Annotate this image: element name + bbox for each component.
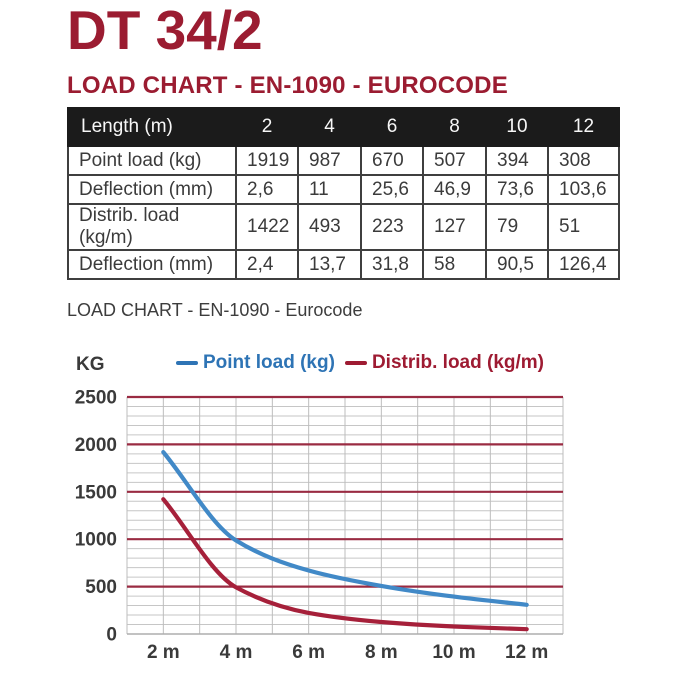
y-tick-label: 1500 — [75, 482, 117, 503]
legend-item-point-load: Point load (kg) — [176, 352, 335, 374]
load-table: Length (m) 2 4 6 8 10 12 Point load (kg) 1919 98… — [67, 107, 620, 280]
table-cell: 73,6 — [485, 174, 549, 205]
table-header-cell: 6 — [360, 107, 424, 147]
table-row: Distrib. load (kg/m) 1422 493 223 127 79 51 — [67, 203, 620, 251]
table-cell: 58 — [422, 249, 487, 280]
table-header-length: Length (m) — [67, 107, 237, 147]
table-cell: 103,6 — [547, 174, 620, 205]
table-header-cell: 12 — [547, 107, 620, 147]
table-cell: 2,4 — [235, 249, 299, 280]
table-cell: 51 — [547, 203, 620, 251]
chart-legend: Point load (kg) Distrib. load (kg/m) — [176, 352, 544, 374]
legend-label-point-load: Point load (kg) — [203, 352, 335, 373]
table-header-cell: 8 — [422, 107, 487, 147]
point-load-line-swatch — [176, 361, 198, 365]
x-tick-label: 2 m — [147, 642, 180, 663]
table-row-label: Deflection (mm) — [67, 174, 237, 205]
y-axis-unit-label: KG — [76, 354, 105, 375]
page-title: DT 34/2 — [67, 0, 263, 61]
table-cell: 31,8 — [360, 249, 424, 280]
load-chart: 0 500 1000 1500 2000 2500 2 m 4 m 6 m 8 m 10 m 12 m — [75, 388, 564, 663]
load-chart-heading: LOAD CHART - EN-1090 - EUROCODE — [67, 72, 508, 99]
table-cell: 11 — [297, 174, 362, 205]
series-line-distrib-load-kg-m — [161, 497, 529, 632]
table-cell: 670 — [360, 145, 424, 176]
table-cell: 493 — [297, 203, 362, 251]
x-tick-label: 4 m — [220, 642, 253, 663]
table-cell: 1919 — [235, 145, 299, 176]
table-header-cell: 4 — [297, 107, 362, 147]
y-tick-label: 500 — [85, 577, 117, 598]
table-row-label: Distrib. load (kg/m) — [67, 203, 237, 251]
table-header-cell: 10 — [485, 107, 549, 147]
table-row: Point load (kg) 1919 987 670 507 394 308 — [67, 145, 620, 176]
table-cell: 507 — [422, 145, 487, 176]
table-cell: 987 — [297, 145, 362, 176]
x-tick-label: 10 m — [432, 642, 475, 663]
table-cell: 394 — [485, 145, 549, 176]
table-cell: 308 — [547, 145, 620, 176]
y-tick-label: 2000 — [75, 435, 117, 456]
table-cell: 126,4 — [547, 249, 620, 280]
table-row: Deflection (mm) 2,6 11 25,6 46,9 73,6 103,6 — [67, 174, 620, 205]
table-row: Deflection (mm) 2,4 13,7 31,8 58 90,5 126,4 — [67, 249, 620, 280]
table-header-row: Length (m) 2 4 6 8 10 12 — [67, 107, 620, 147]
series-line-point-load-kg — [161, 450, 529, 607]
table-row-label: Point load (kg) — [67, 145, 237, 176]
y-tick-label: 0 — [106, 625, 117, 646]
x-tick-label: 8 m — [365, 642, 398, 663]
table-cell: 1422 — [235, 203, 299, 251]
table-cell: 90,5 — [485, 249, 549, 280]
table-cell: 13,7 — [297, 249, 362, 280]
table-cell: 25,6 — [360, 174, 424, 205]
table-cell: 223 — [360, 203, 424, 251]
table-row-label: Deflection (mm) — [67, 249, 237, 280]
x-tick-label: 12 m — [505, 642, 548, 663]
distrib-load-line-swatch — [344, 361, 367, 365]
y-tick-label: 2500 — [75, 388, 117, 409]
table-cell: 127 — [422, 203, 487, 251]
table-cell: 46,9 — [422, 174, 487, 205]
legend-item-distrib-load: Distrib. load (kg/m) — [344, 352, 545, 374]
table-header-cell: 2 — [235, 107, 299, 147]
chart-subtitle: LOAD CHART - EN-1090 - Eurocode — [67, 300, 363, 320]
x-tick-label: 6 m — [292, 642, 325, 663]
legend-label-distrib-load: Distrib. load (kg/m) — [371, 352, 545, 373]
table-cell: 2,6 — [235, 174, 299, 205]
y-tick-label: 1000 — [75, 530, 117, 551]
table-cell: 79 — [485, 203, 549, 251]
